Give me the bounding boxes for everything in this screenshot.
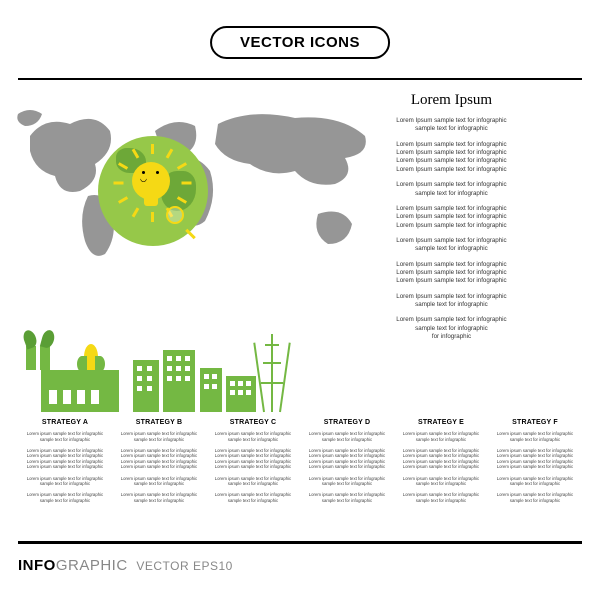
strategy-body: Lorem ipsum sample text for infographics… — [114, 431, 204, 504]
factory-icon — [26, 342, 126, 412]
text-title: Lorem Ipsum — [323, 92, 580, 109]
strategy-body: Lorem ipsum sample text for infographics… — [302, 431, 392, 504]
eco-city-icon — [18, 322, 318, 412]
paragraph: Lorem Ipsum sample text for infographicL… — [323, 141, 580, 174]
paragraph: Lorem Ipsum sample text for infographicL… — [323, 261, 580, 286]
paragraph: Lorem Ipsum sample text for infographics… — [323, 293, 580, 310]
strategy-column: STRATEGY C Lorem ipsum sample text for in… — [206, 419, 300, 534]
lightbulb-icon: ◡ — [126, 158, 176, 208]
strategy-title: STRATEGY A — [20, 419, 110, 426]
strategy-column: STRATEGY B Lorem ipsum sample text for in… — [112, 419, 206, 534]
strategy-title: STRATEGY D — [302, 419, 392, 426]
strategy-body: Lorem ipsum sample text for infographics… — [396, 431, 486, 504]
strategy-title: STRATEGY C — [208, 419, 298, 426]
strategy-column: STRATEGY A Lorem ipsum sample text for in… — [18, 419, 112, 534]
strategy-body: Lorem ipsum sample text for infographics… — [490, 431, 580, 504]
strategy-body: Lorem ipsum sample text for infographics… — [20, 431, 110, 504]
strategy-title: STRATEGY E — [396, 419, 486, 426]
illustration-area: ◡ — [18, 88, 317, 412]
footer: INFOGRAPHIC VECTOR EPS10 — [18, 557, 233, 574]
text-block: Lorem Ipsum Lorem Ipsum sample text for … — [317, 88, 582, 412]
divider-top — [18, 78, 582, 80]
footer-subtitle: VECTOR EPS10 — [136, 559, 232, 573]
strategy-column: STRATEGY D Lorem ipsum sample text for in… — [300, 419, 394, 534]
strategy-title: STRATEGY B — [114, 419, 204, 426]
footer-title: INFO — [18, 557, 56, 574]
building-icon — [200, 368, 222, 412]
radio-tower-icon — [263, 334, 281, 412]
strategy-column: STRATEGY E Lorem ipsum sample text for in… — [394, 419, 488, 534]
paragraph: Lorem Ipsum sample text for infographics… — [323, 117, 580, 134]
building-icon — [226, 376, 256, 412]
header-badge: VECTOR ICONS — [210, 26, 390, 59]
strategies-row: STRATEGY A Lorem ipsum sample text for in… — [18, 419, 582, 534]
strategy-column: STRATEGY F Lorem ipsum sample text for in… — [488, 419, 582, 534]
corn-icon — [84, 344, 98, 370]
strategy-title: STRATEGY F — [490, 419, 580, 426]
paragraph: Lorem Ipsum sample text for infographicL… — [323, 205, 580, 230]
divider-bottom — [18, 541, 582, 544]
main-content: ◡ — [18, 88, 582, 412]
strategy-body: Lorem ipsum sample text for infographics… — [208, 431, 298, 504]
paragraph: Lorem Ipsum sample text for infographics… — [323, 316, 580, 341]
paragraph: Lorem Ipsum sample text for infographics… — [323, 181, 580, 198]
footer-title2: GRAPHIC — [56, 557, 128, 574]
magnifying-glass-icon — [166, 206, 194, 234]
building-icon — [163, 350, 195, 412]
paragraph: Lorem Ipsum sample text for infographics… — [323, 237, 580, 254]
building-icon — [133, 360, 159, 412]
